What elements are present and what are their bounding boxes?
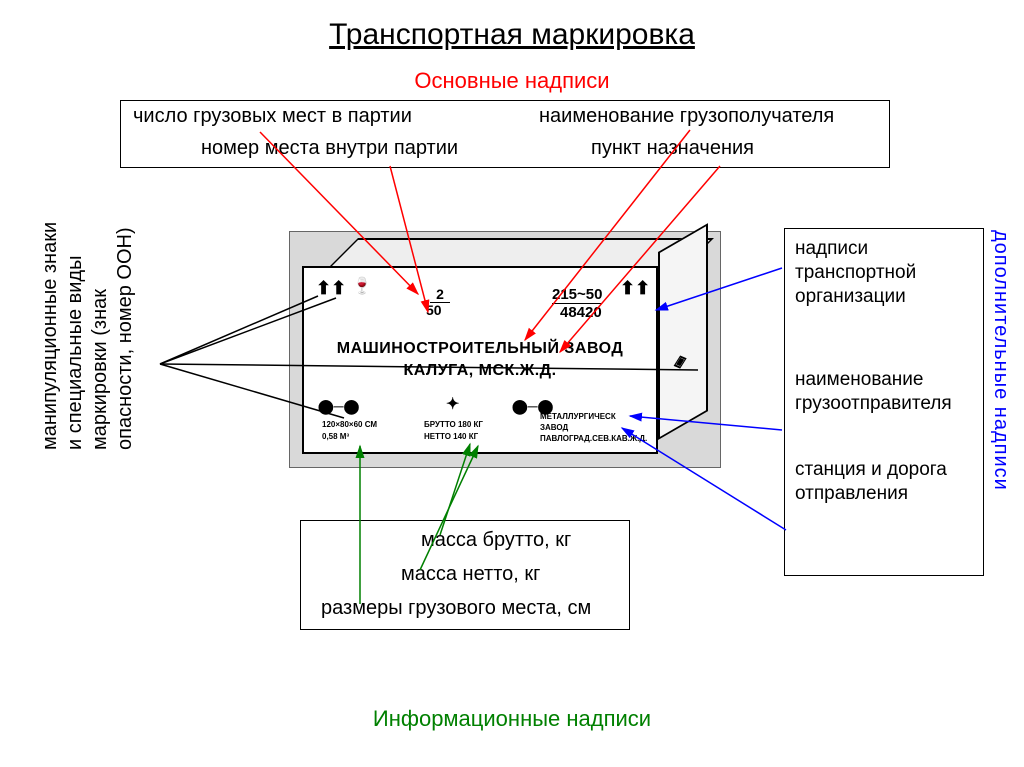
crate-small: 120×80×60 СМ [322, 420, 377, 429]
top-labels-box: число грузовых мест в партии наименовани… [120, 100, 890, 168]
crate-main-line2: КАЛУГА, МСК.Ж.Д. [304, 362, 656, 380]
crate-diagram: ◈ ⬆⬆ 🍷 2 50 215~50 48420 ⬆⬆ МАШИНОСТРОИТ… [290, 232, 720, 467]
left-line: опасности, номер ООН) [113, 190, 138, 450]
right-labels-box: надписи транспортной организации наимено… [784, 228, 984, 576]
top-section-heading: Основные надписи [414, 68, 609, 94]
left-line: манипуляционные знаки [38, 190, 63, 450]
crate-side-face: ◈ [658, 223, 708, 440]
arrows-up-icon: ⬆⬆ [620, 278, 650, 299]
right-item: станция и дорога отправления [795, 458, 973, 506]
left-line: и специальные виды [63, 190, 88, 450]
crate-top-face [328, 238, 714, 268]
crate-front-face: ⬆⬆ 🍷 2 50 215~50 48420 ⬆⬆ МАШИНОСТРОИТЕЛ… [302, 266, 658, 454]
crate-small: ЗАВОД [540, 423, 568, 432]
left-section-text: манипуляционные знаки и специальные виды… [38, 190, 138, 450]
right-item: надписи транспортной организации [795, 237, 973, 308]
bottom-item: масса брутто, кг [421, 529, 571, 552]
bottom-item: масса нетто, кг [401, 563, 540, 586]
top-item: число грузовых мест в партии [133, 105, 412, 128]
right-section-heading: дополнительные надписи [989, 230, 1012, 491]
left-line: маркировки (знак [88, 190, 113, 450]
top-item: наименование грузополучателя [539, 105, 834, 128]
code-bot: 48420 [560, 304, 602, 321]
crate-small: МЕТАЛЛУРГИЧЕСК [540, 412, 616, 421]
crate-main-line1: МАШИНОСТРОИТЕЛЬНЫЙ ЗАВОД [304, 340, 656, 358]
arrows-up-icon: ⬆⬆ [316, 278, 346, 299]
code-top: 215~50 [552, 286, 602, 304]
chain-icon: ⬤─⬤ [318, 398, 359, 415]
diamond-icon: ◈ [674, 348, 686, 375]
bottom-section-heading: Информационные надписи [373, 706, 651, 732]
page-title: Транспортная маркировка [329, 18, 695, 52]
fraction-bot: 50 [426, 302, 442, 318]
top-item: пункт назначения [591, 137, 754, 160]
crate-small: ПАВЛОГРАД.СЕВ.КАВ.Ж.Д. [540, 434, 647, 443]
fraction-top: 2 [430, 286, 450, 303]
crate-small: НЕТТО 140 КГ [424, 432, 478, 441]
right-item: наименование грузоотправителя [795, 368, 973, 416]
diamond-icon: ✦ [446, 394, 459, 414]
bottom-item: размеры грузового места, см [321, 597, 591, 620]
crate-small: 0,58 М³ [322, 432, 349, 441]
glass-icon: 🍷 [352, 276, 372, 296]
top-item: номер места внутри партии [201, 137, 458, 160]
bottom-labels-box: масса брутто, кг масса нетто, кг размеры… [300, 520, 630, 630]
crate-small: БРУТТО 180 КГ [424, 420, 483, 429]
